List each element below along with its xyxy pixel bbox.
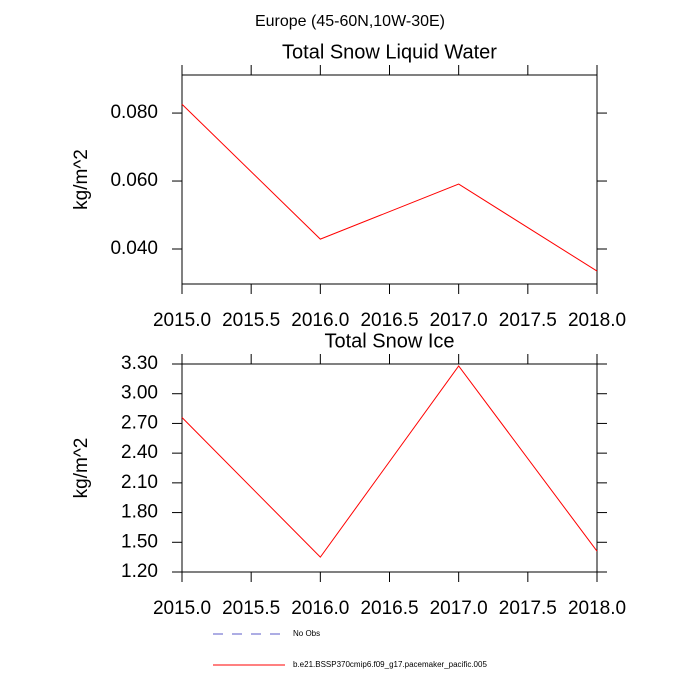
y-tick-label: 0.060 (110, 170, 158, 191)
x-tick-label: 2016.0 (291, 310, 349, 331)
chart-title: Total Snow Ice (324, 330, 454, 352)
data-line (181, 103, 598, 272)
legend-text: No Obs (293, 629, 320, 638)
y-axis-label: kg/m^2 (71, 149, 92, 210)
x-tick-label: 2017.5 (499, 310, 557, 331)
legend-text: b.e21.BSSP370cmip6.f09_g17.pacemaker_pac… (293, 660, 487, 669)
y-tick-label: 1.80 (121, 502, 158, 523)
x-tick-label: 2016.0 (291, 598, 349, 619)
chart-title: Total Snow Liquid Water (282, 41, 497, 63)
y-tick-label: 3.00 (121, 383, 158, 404)
plot-frame (181, 74, 598, 285)
x-tick-label: 2015.5 (222, 598, 280, 619)
x-tick-label: 2015.0 (153, 310, 211, 331)
y-tick-label: 2.70 (121, 412, 158, 433)
figure-title: Europe (45-60N,10W-30E) (255, 13, 445, 30)
x-tick-label: 2018.0 (568, 310, 626, 331)
x-tick-label: 2016.5 (360, 310, 418, 331)
y-tick-label: 0.080 (110, 102, 158, 123)
x-tick-label: 2017.5 (499, 598, 557, 619)
x-tick-label: 2015.5 (222, 310, 280, 331)
y-tick-label: 0.040 (110, 238, 158, 259)
y-tick-label: 2.40 (121, 442, 158, 463)
y-tick-label: 1.50 (121, 531, 158, 552)
data-line (181, 365, 598, 558)
x-tick-label: 2015.0 (153, 598, 211, 619)
y-tick-label: 2.10 (121, 472, 158, 493)
x-tick-label: 2017.0 (430, 598, 488, 619)
x-tick-label: 2018.0 (568, 598, 626, 619)
x-tick-label: 2017.0 (430, 310, 488, 331)
y-axis-label: kg/m^2 (71, 438, 92, 499)
y-tick-label: 3.30 (121, 353, 158, 374)
y-tick-label: 1.20 (121, 561, 158, 582)
x-tick-label: 2016.5 (360, 598, 418, 619)
